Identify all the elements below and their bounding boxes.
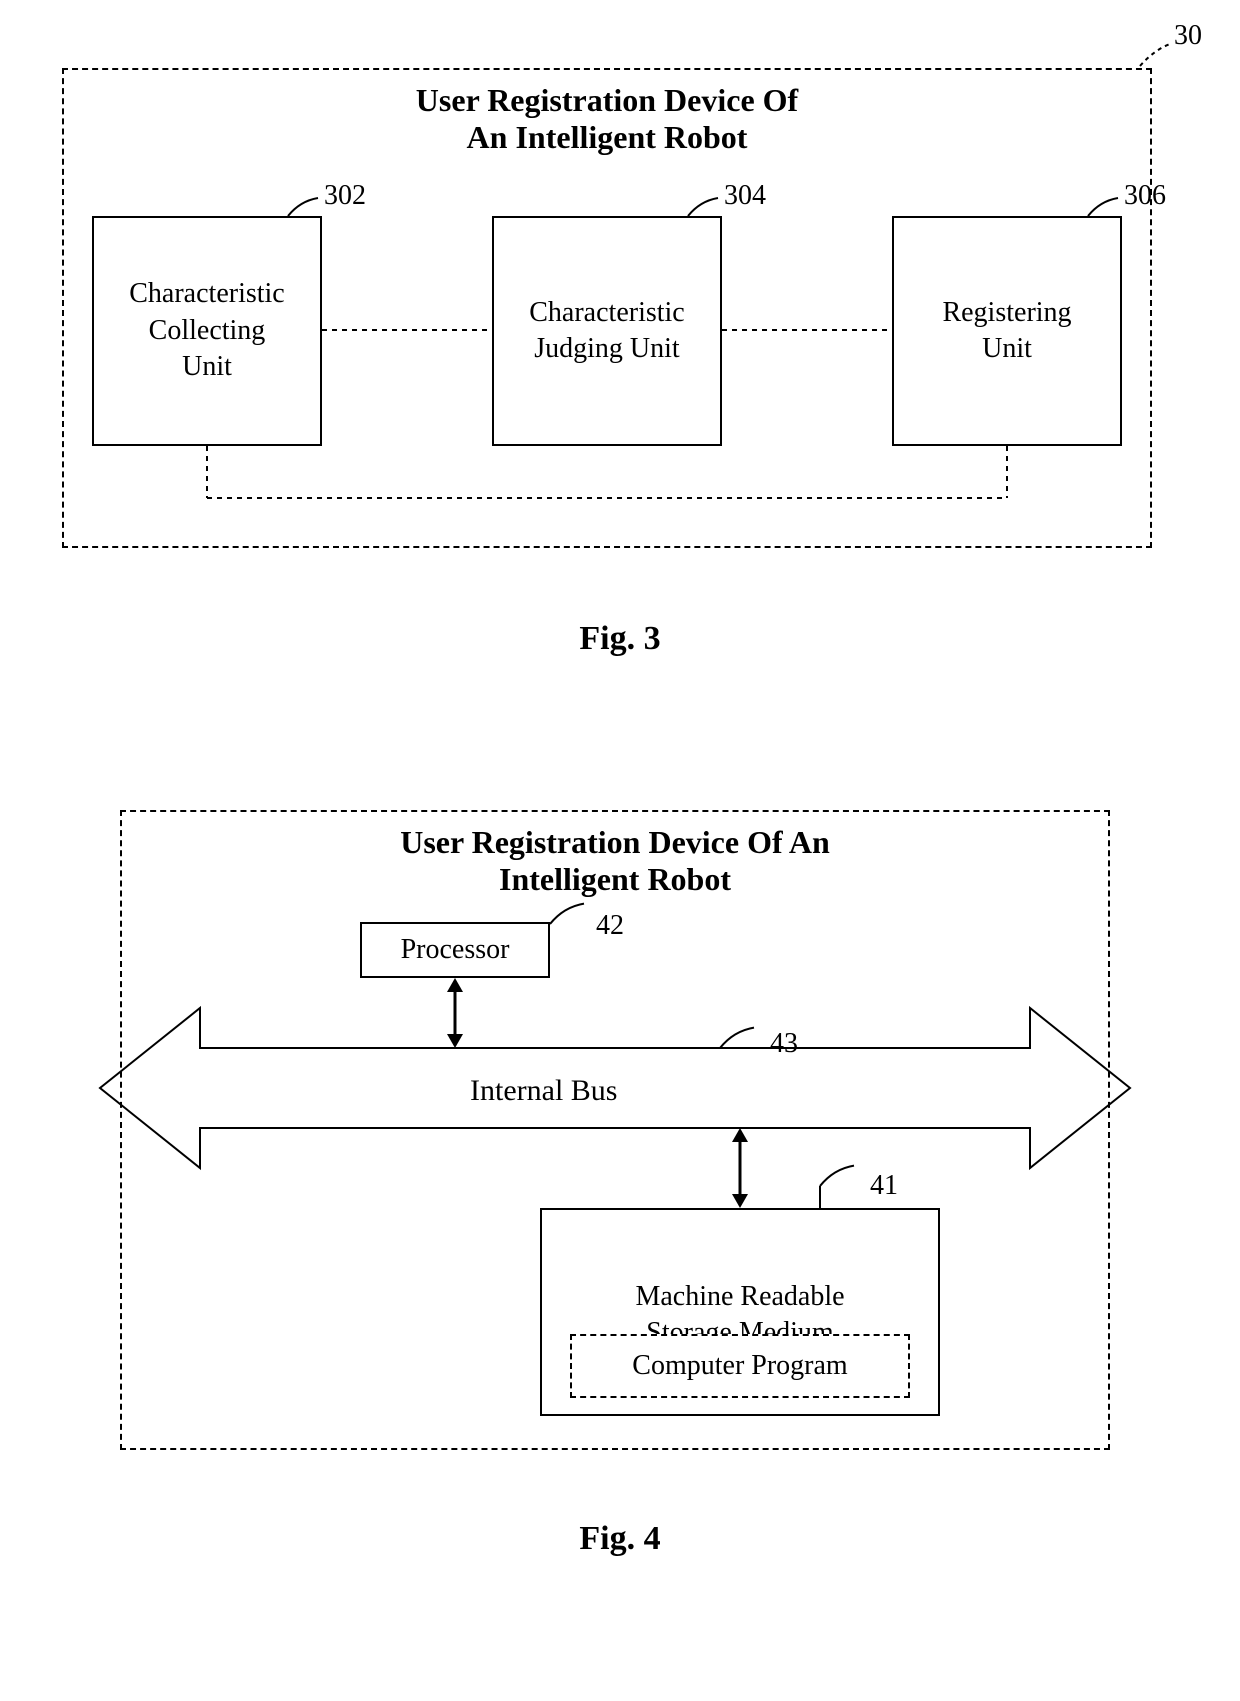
- fig3-label-30: 30: [1174, 20, 1202, 52]
- fig3-box-302: CharacteristicCollectingUnit: [92, 216, 322, 446]
- fig3-box-text-306: RegisteringUnit: [938, 291, 1075, 372]
- fig3-title-line2: An Intelligent Robot: [467, 119, 748, 155]
- fig3-caption: Fig. 3: [0, 620, 1240, 658]
- fig4-title: User Registration Device Of An Intellige…: [120, 824, 1110, 898]
- fig4-label-43: 43: [770, 1028, 798, 1060]
- fig4-label-41: 41: [870, 1170, 898, 1202]
- fig3-box-text-302: CharacteristicCollectingUnit: [125, 272, 288, 389]
- fig4-program-text: Computer Program: [628, 1344, 851, 1388]
- fig4-caption: Fig. 4: [0, 1520, 1240, 1558]
- fig3-box-304: CharacteristicJudging Unit: [492, 216, 722, 446]
- fig4-title-line2: Intelligent Robot: [499, 861, 731, 897]
- fig3-label-306: 306: [1124, 180, 1166, 212]
- fig4-processor-box: Processor: [360, 922, 550, 978]
- fig3-box-306: RegisteringUnit: [892, 216, 1122, 446]
- fig4-bus-label: Internal Bus: [470, 1074, 617, 1108]
- fig3-title-line1: User Registration Device Of: [416, 82, 798, 118]
- fig3-label-302: 302: [324, 180, 366, 212]
- fig3-label-304: 304: [724, 180, 766, 212]
- fig4-program-box: Computer Program: [570, 1334, 910, 1398]
- fig4-label-42: 42: [596, 910, 624, 942]
- fig4-title-line1: User Registration Device Of An: [400, 824, 830, 860]
- fig4-processor-text: Processor: [397, 928, 514, 972]
- fig3-title: User Registration Device Of An Intellige…: [62, 82, 1152, 156]
- fig3-box-text-304: CharacteristicJudging Unit: [525, 291, 688, 372]
